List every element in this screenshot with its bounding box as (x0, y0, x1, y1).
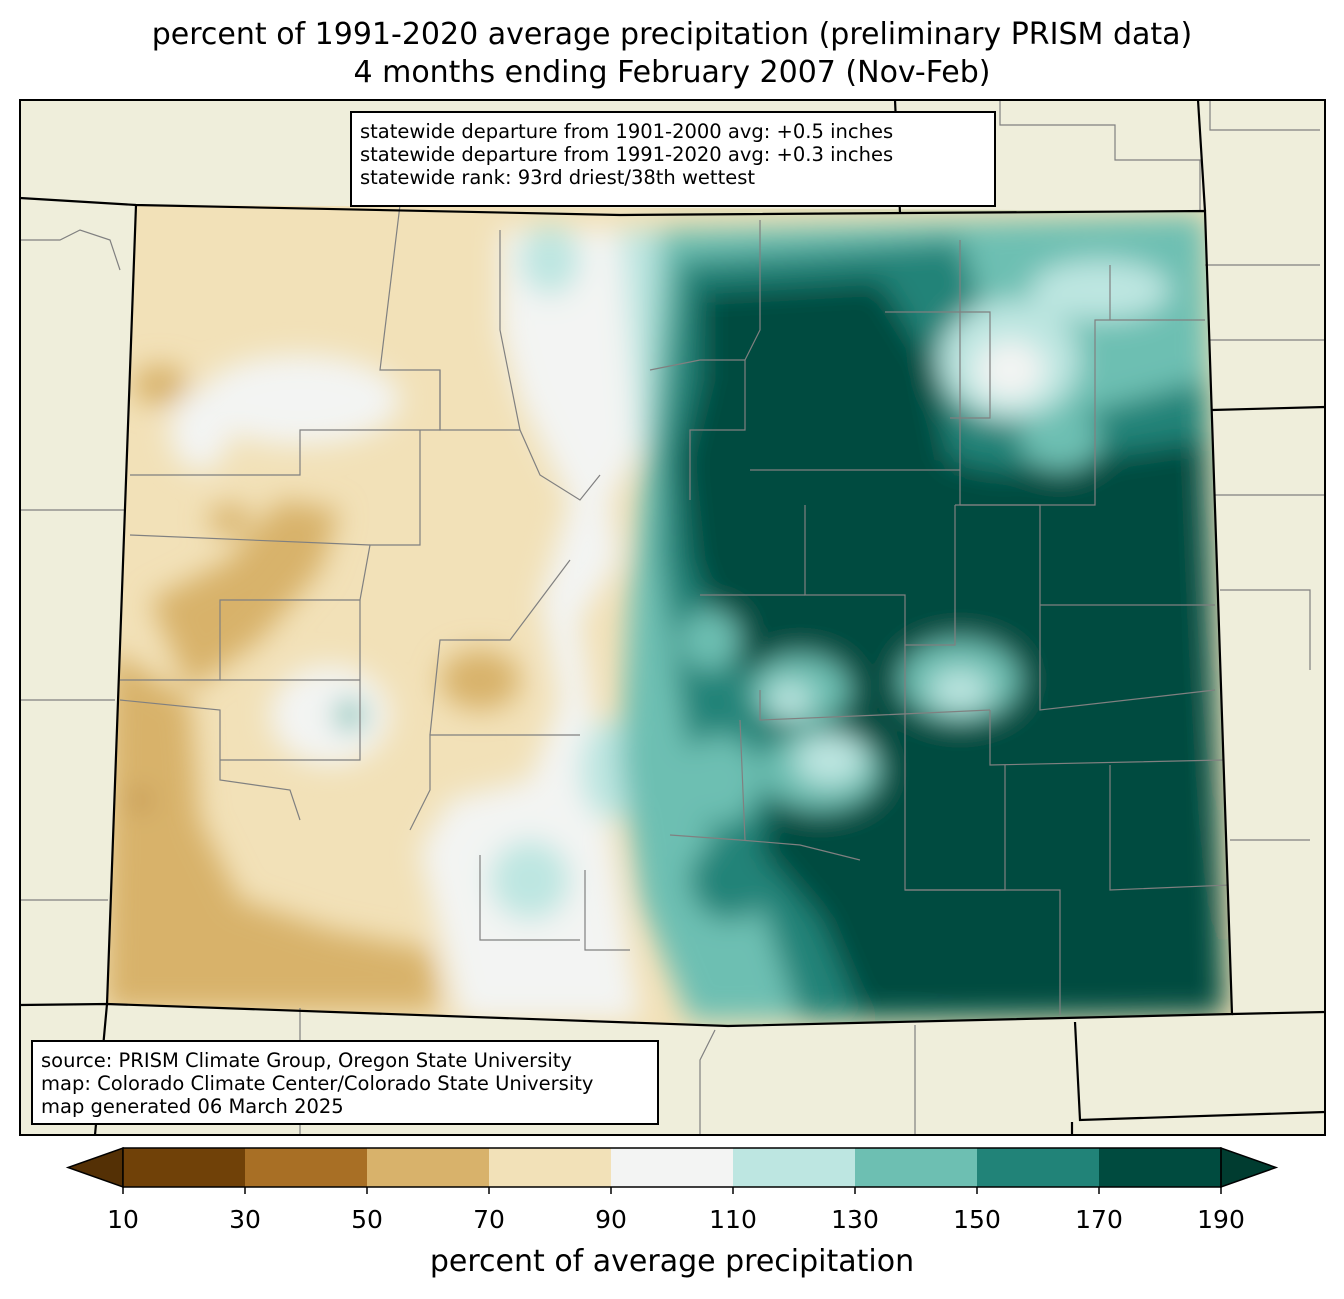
map-frame (19, 99, 1326, 1136)
colorbar-tick-label: 50 (351, 1205, 383, 1234)
colorbar-under-arrow (65, 1146, 124, 1189)
colorbar-tick-label: 10 (107, 1205, 139, 1234)
colorbar-swatch (611, 1148, 734, 1187)
colorbar-label: percent of average precipitation (429, 1244, 915, 1279)
colorbar-swatch (245, 1148, 368, 1187)
map-subtitle: 4 months ending February 2007 (Nov-Feb) (353, 55, 991, 90)
county-boundaries (119, 205, 1231, 1015)
colorbar-tick-label: 170 (1075, 1205, 1123, 1234)
colorbar-swatch (123, 1148, 246, 1187)
source-box: source: PRISM Climate Group, Oregon Stat… (31, 1040, 659, 1125)
source-line-1: source: PRISM Climate Group, Oregon Stat… (41, 1049, 572, 1072)
colorbar-tick-label: 70 (473, 1205, 505, 1234)
colorbar-tick-label: 150 (953, 1205, 1001, 1234)
colorbar-tick-label: 90 (595, 1205, 627, 1234)
colorbar-tick-label: 110 (709, 1205, 757, 1234)
colorbar-outline (122, 1147, 1222, 1188)
stats-line-1: statewide departure from 1901-2000 avg: … (360, 120, 894, 143)
map-title: percent of 1991-2020 average precipitati… (151, 17, 1193, 52)
stats-line-3: statewide rank: 93rd driest/38th wettest (360, 166, 756, 189)
colorbar-swatch (733, 1148, 856, 1187)
colorbar-over-arrow (1220, 1146, 1279, 1189)
colorbar-tick-label: 190 (1197, 1205, 1245, 1234)
source-line-3: map generated 06 March 2025 (41, 1095, 344, 1118)
colorbar-swatch (855, 1148, 978, 1187)
colorbar-swatch (977, 1148, 1100, 1187)
stats-line-2: statewide departure from 1991-2020 avg: … (360, 143, 894, 166)
statewide-stats-box: statewide departure from 1901-2000 avg: … (350, 111, 996, 207)
colorbar-swatch (367, 1148, 490, 1187)
neighbor-county-boundaries (20, 100, 1325, 1135)
source-line-2: map: Colorado Climate Center/Colorado St… (41, 1072, 594, 1095)
colorado-precip-field (107, 205, 1232, 1026)
colorbar-tick-label: 130 (831, 1205, 879, 1234)
colorbar-swatch (489, 1148, 612, 1187)
colorbar-swatch (1099, 1148, 1222, 1187)
colorbar-tick-label: 30 (229, 1205, 261, 1234)
colorbar (65, 1146, 1279, 1194)
